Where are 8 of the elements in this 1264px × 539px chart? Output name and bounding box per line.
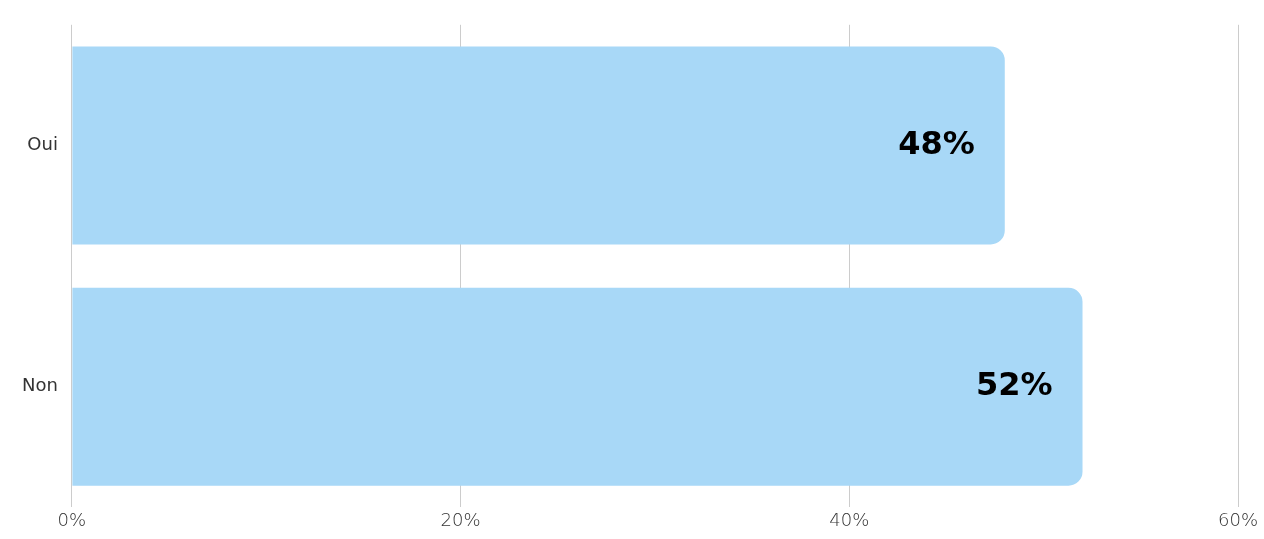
x-tick-label: 40% [829, 508, 870, 530]
x-tick-label: 0% [57, 508, 87, 530]
data-label: 52% [975, 365, 1053, 404]
y-tick-label: Non [22, 374, 58, 396]
x-tick-label: 60% [1217, 508, 1259, 530]
y-tick-label: Oui [27, 133, 58, 155]
data-label: 48% [898, 123, 975, 162]
x-tick-label: 20% [440, 508, 481, 530]
